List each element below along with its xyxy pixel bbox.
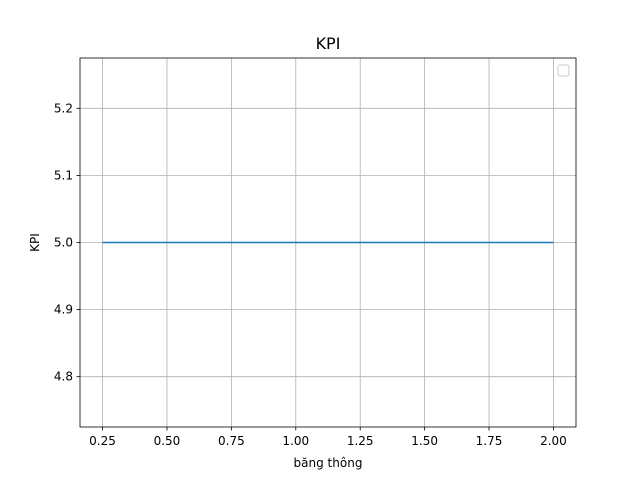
y-tick-label: 5.2 [54, 101, 73, 115]
x-tick-label: 1.50 [411, 434, 438, 448]
x-tick-label: 1.25 [347, 434, 374, 448]
chart-title: KPI [316, 34, 341, 53]
x-tick-label: 0.50 [154, 434, 181, 448]
x-tick-label: 2.00 [540, 434, 567, 448]
y-tick-label: 4.9 [54, 303, 73, 317]
x-axis-label: băng thông [294, 456, 363, 470]
x-tick-label: 1.75 [476, 434, 503, 448]
x-tick-label: 0.75 [218, 434, 245, 448]
y-tick-label: 5.0 [54, 236, 73, 250]
y-tick-label: 4.8 [54, 370, 73, 384]
legend-box [557, 64, 570, 77]
x-tick-label: 0.25 [89, 434, 116, 448]
y-axis-label: KPI [28, 233, 42, 252]
ticks: 0.25 0.50 0.75 1.00 1.25 1.50 1.75 2.00 4.8 4.9 5.… [54, 101, 567, 448]
y-tick-label: 5.1 [54, 168, 73, 182]
x-tick-label: 1.00 [282, 434, 309, 448]
